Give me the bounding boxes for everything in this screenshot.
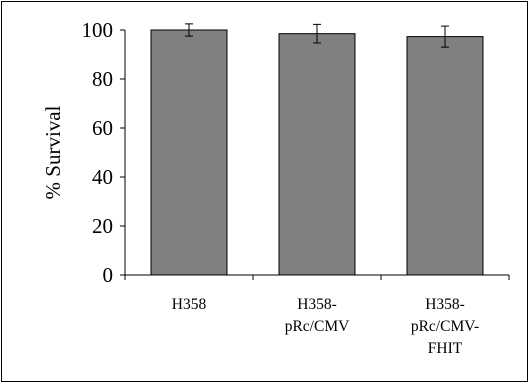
y-tick-label: 60 bbox=[92, 116, 113, 140]
y-tick-label: 100 bbox=[82, 18, 114, 42]
y-tick-label: 20 bbox=[92, 214, 113, 238]
bar bbox=[406, 36, 484, 276]
bar bbox=[150, 29, 228, 276]
error-bars bbox=[185, 23, 449, 48]
x-category-label-line: H358- bbox=[425, 296, 465, 313]
x-category-label: H358- pRc/CMV bbox=[285, 296, 350, 335]
x-category-label: H358- pRc/CMV- FHIT bbox=[411, 296, 479, 357]
x-category-label-line: pRc/CMV- bbox=[411, 318, 479, 335]
y-axis-title-group: % Survival bbox=[41, 105, 65, 199]
x-category-label-line: H358 bbox=[172, 296, 207, 313]
x-category-label: H358 bbox=[172, 296, 207, 313]
x-category-label-line: FHIT bbox=[428, 340, 463, 357]
y-tick-label: 40 bbox=[92, 165, 113, 189]
bars bbox=[150, 29, 484, 276]
x-axis-category-labels: H358 H358- pRc/CMV H358- pRc/CMV- FHIT bbox=[172, 296, 479, 357]
bar bbox=[278, 33, 356, 276]
y-tick-label: 0 bbox=[103, 263, 114, 287]
y-axis-ticks: 0 20 40 60 80 100 bbox=[82, 18, 125, 287]
y-tick-label: 80 bbox=[92, 67, 113, 91]
x-category-label-line: H358- bbox=[297, 296, 337, 313]
x-category-label-line: pRc/CMV bbox=[285, 318, 350, 335]
y-axis-title: % Survival bbox=[41, 105, 65, 199]
